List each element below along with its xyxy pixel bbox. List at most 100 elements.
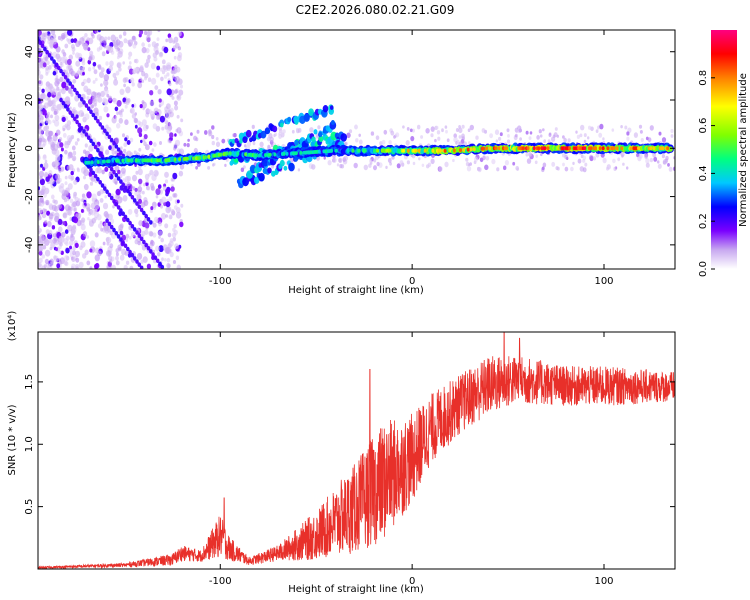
spectrogram-noise-streak [105, 189, 109, 194]
spectrogram-halo-cell [193, 135, 198, 141]
spectrogram-ridge-core [417, 148, 421, 153]
spectrogram-noise-cell [66, 120, 72, 126]
spectrogram-halo-cell [240, 167, 245, 173]
spectrogram-halo-cell [662, 138, 666, 143]
spectrogram-halo-cell [393, 135, 396, 139]
spectrogram-noise-cell [50, 106, 55, 112]
spectrogram-noise-cell [38, 257, 43, 263]
spectrogram-halo-cell [620, 125, 623, 129]
spectrogram-noise-cell [153, 107, 159, 114]
spectrogram-noise-cell [104, 195, 107, 199]
spectrogram-noise-cell [125, 99, 130, 106]
spectrogram-halo-cell [529, 131, 533, 135]
spectrogram-noise-cell [65, 241, 69, 246]
spectrogram-noise-cell [46, 60, 50, 66]
spectrogram-halo-cell [661, 154, 666, 159]
spectrogram-halo-cell [584, 162, 588, 167]
spectrogram-noise-cell [123, 38, 128, 44]
spectrogram-noise-cell [153, 142, 157, 147]
spectrogram-noise-cell [47, 91, 52, 98]
spectrogram-x-tick-label: 100 [594, 276, 613, 287]
spectrogram-noise-cell [117, 169, 121, 175]
spectrogram-noise-cell [89, 240, 96, 248]
spectrogram-noise-cell [73, 179, 78, 185]
spectrogram-noise-cell [134, 190, 139, 196]
spectrogram-noise-streak [63, 104, 68, 109]
spectrogram-noise-cell [158, 51, 164, 58]
spectrogram-noise-streak [130, 224, 135, 229]
spectrogram-halo-cell [622, 162, 625, 166]
spectrogram-halo-cell [491, 158, 496, 165]
spectrogram-noise-cell [83, 85, 89, 93]
spectrogram-noise-cell [39, 34, 45, 41]
spectrogram-noise-cell [138, 121, 144, 128]
spectrogram-halo-cell [582, 155, 587, 161]
spectrogram-noise-cell [129, 137, 134, 143]
spectrogram-noise-streak [56, 65, 61, 71]
spectrogram-noise-cell [52, 70, 57, 76]
spectrogram-noise-cell [72, 79, 76, 84]
spectrogram-ridge-core [521, 146, 525, 151]
spectrogram-noise-streak [70, 84, 75, 89]
spectrogram-noise-cell [149, 90, 154, 96]
spectrogram-noise-cell [108, 266, 112, 269]
spectrogram-noise-cell [115, 39, 121, 46]
spectrogram-noise-streak [73, 116, 77, 122]
spectrogram-noise-cell [158, 235, 161, 239]
spectrogram-noise-streak [135, 259, 139, 264]
spectrogram-noise-cell [117, 200, 121, 205]
spectrogram-halo-cell [554, 127, 558, 131]
spectrogram-noise-cell [42, 208, 46, 213]
spectrogram-noise-cell [67, 30, 73, 36]
spectrogram-noise-cell [38, 97, 41, 105]
spectrogram-noise-cell [138, 132, 143, 138]
spectrogram-noise-cell [83, 149, 87, 154]
spectrogram-noise-cell [177, 54, 182, 62]
spectrogram-noise-cell [130, 77, 135, 83]
spectrogram-ridge-core [469, 147, 473, 152]
spectrogram-noise-cell [55, 166, 59, 170]
spectrogram-noise-cell [86, 77, 91, 84]
spectrogram-halo-cell [353, 162, 358, 169]
spectrogram-noise-cell [71, 202, 76, 208]
spectrogram-halo-cell [388, 140, 392, 145]
spectrogram-branch-cell [274, 169, 279, 176]
spectrogram-halo-cell [624, 125, 628, 130]
spectrogram-halo-cell [358, 133, 362, 137]
spectrogram-noise-cell [176, 127, 182, 134]
spectrogram-ridge-core [482, 146, 485, 151]
spectrogram-noise-cell [125, 238, 129, 243]
spectrogram-noise-cell [152, 52, 157, 59]
spectrogram-ridge-core [543, 146, 547, 151]
spectrogram-noise-cell [178, 89, 184, 96]
spectrogram-halo-cell [434, 138, 437, 143]
spectrogram-noise-cell [52, 143, 59, 151]
spectrogram-noise-cell [174, 76, 179, 82]
spectrogram-noise-cell [75, 257, 80, 263]
spectrogram-noise-cell [146, 263, 151, 269]
spectrogram-noise-cell [38, 128, 44, 135]
spectrogram-halo-cell [252, 141, 256, 146]
spectrogram-noise-cell [45, 65, 49, 71]
spectrogram-noise-cell [179, 221, 184, 228]
spectrogram-halo-cell [577, 158, 582, 164]
spectrogram-noise-cell [96, 47, 101, 52]
spectrogram-ridge-core [431, 148, 435, 153]
spectrogram-noise-streak [73, 87, 77, 93]
spectrogram-halo-cell [496, 167, 500, 172]
spectrogram-halo-cell [370, 131, 375, 136]
spectrogram-noise-cell [114, 76, 117, 81]
spectrogram-noise-cell [116, 111, 119, 116]
snr-panel: -100 0 100 0.5 1.0 1.5 Height of straight li… [7, 311, 676, 595]
spectrogram-halo-cell [602, 157, 607, 164]
spectrogram-halo-cell [613, 166, 617, 171]
spectrogram-halo-cell [193, 147, 198, 154]
spectrogram-branch-cell [313, 129, 318, 135]
spectrogram-halo-cell [402, 125, 405, 129]
spectrogram-ridge-core [285, 151, 289, 156]
spectrogram-noise-cell [134, 208, 139, 214]
spectrogram-noise-cell [168, 36, 173, 44]
spectrogram-halo-cell [417, 124, 421, 130]
spectrogram-halo-cell [458, 135, 462, 139]
spectrogram-noise-cell [160, 204, 163, 209]
